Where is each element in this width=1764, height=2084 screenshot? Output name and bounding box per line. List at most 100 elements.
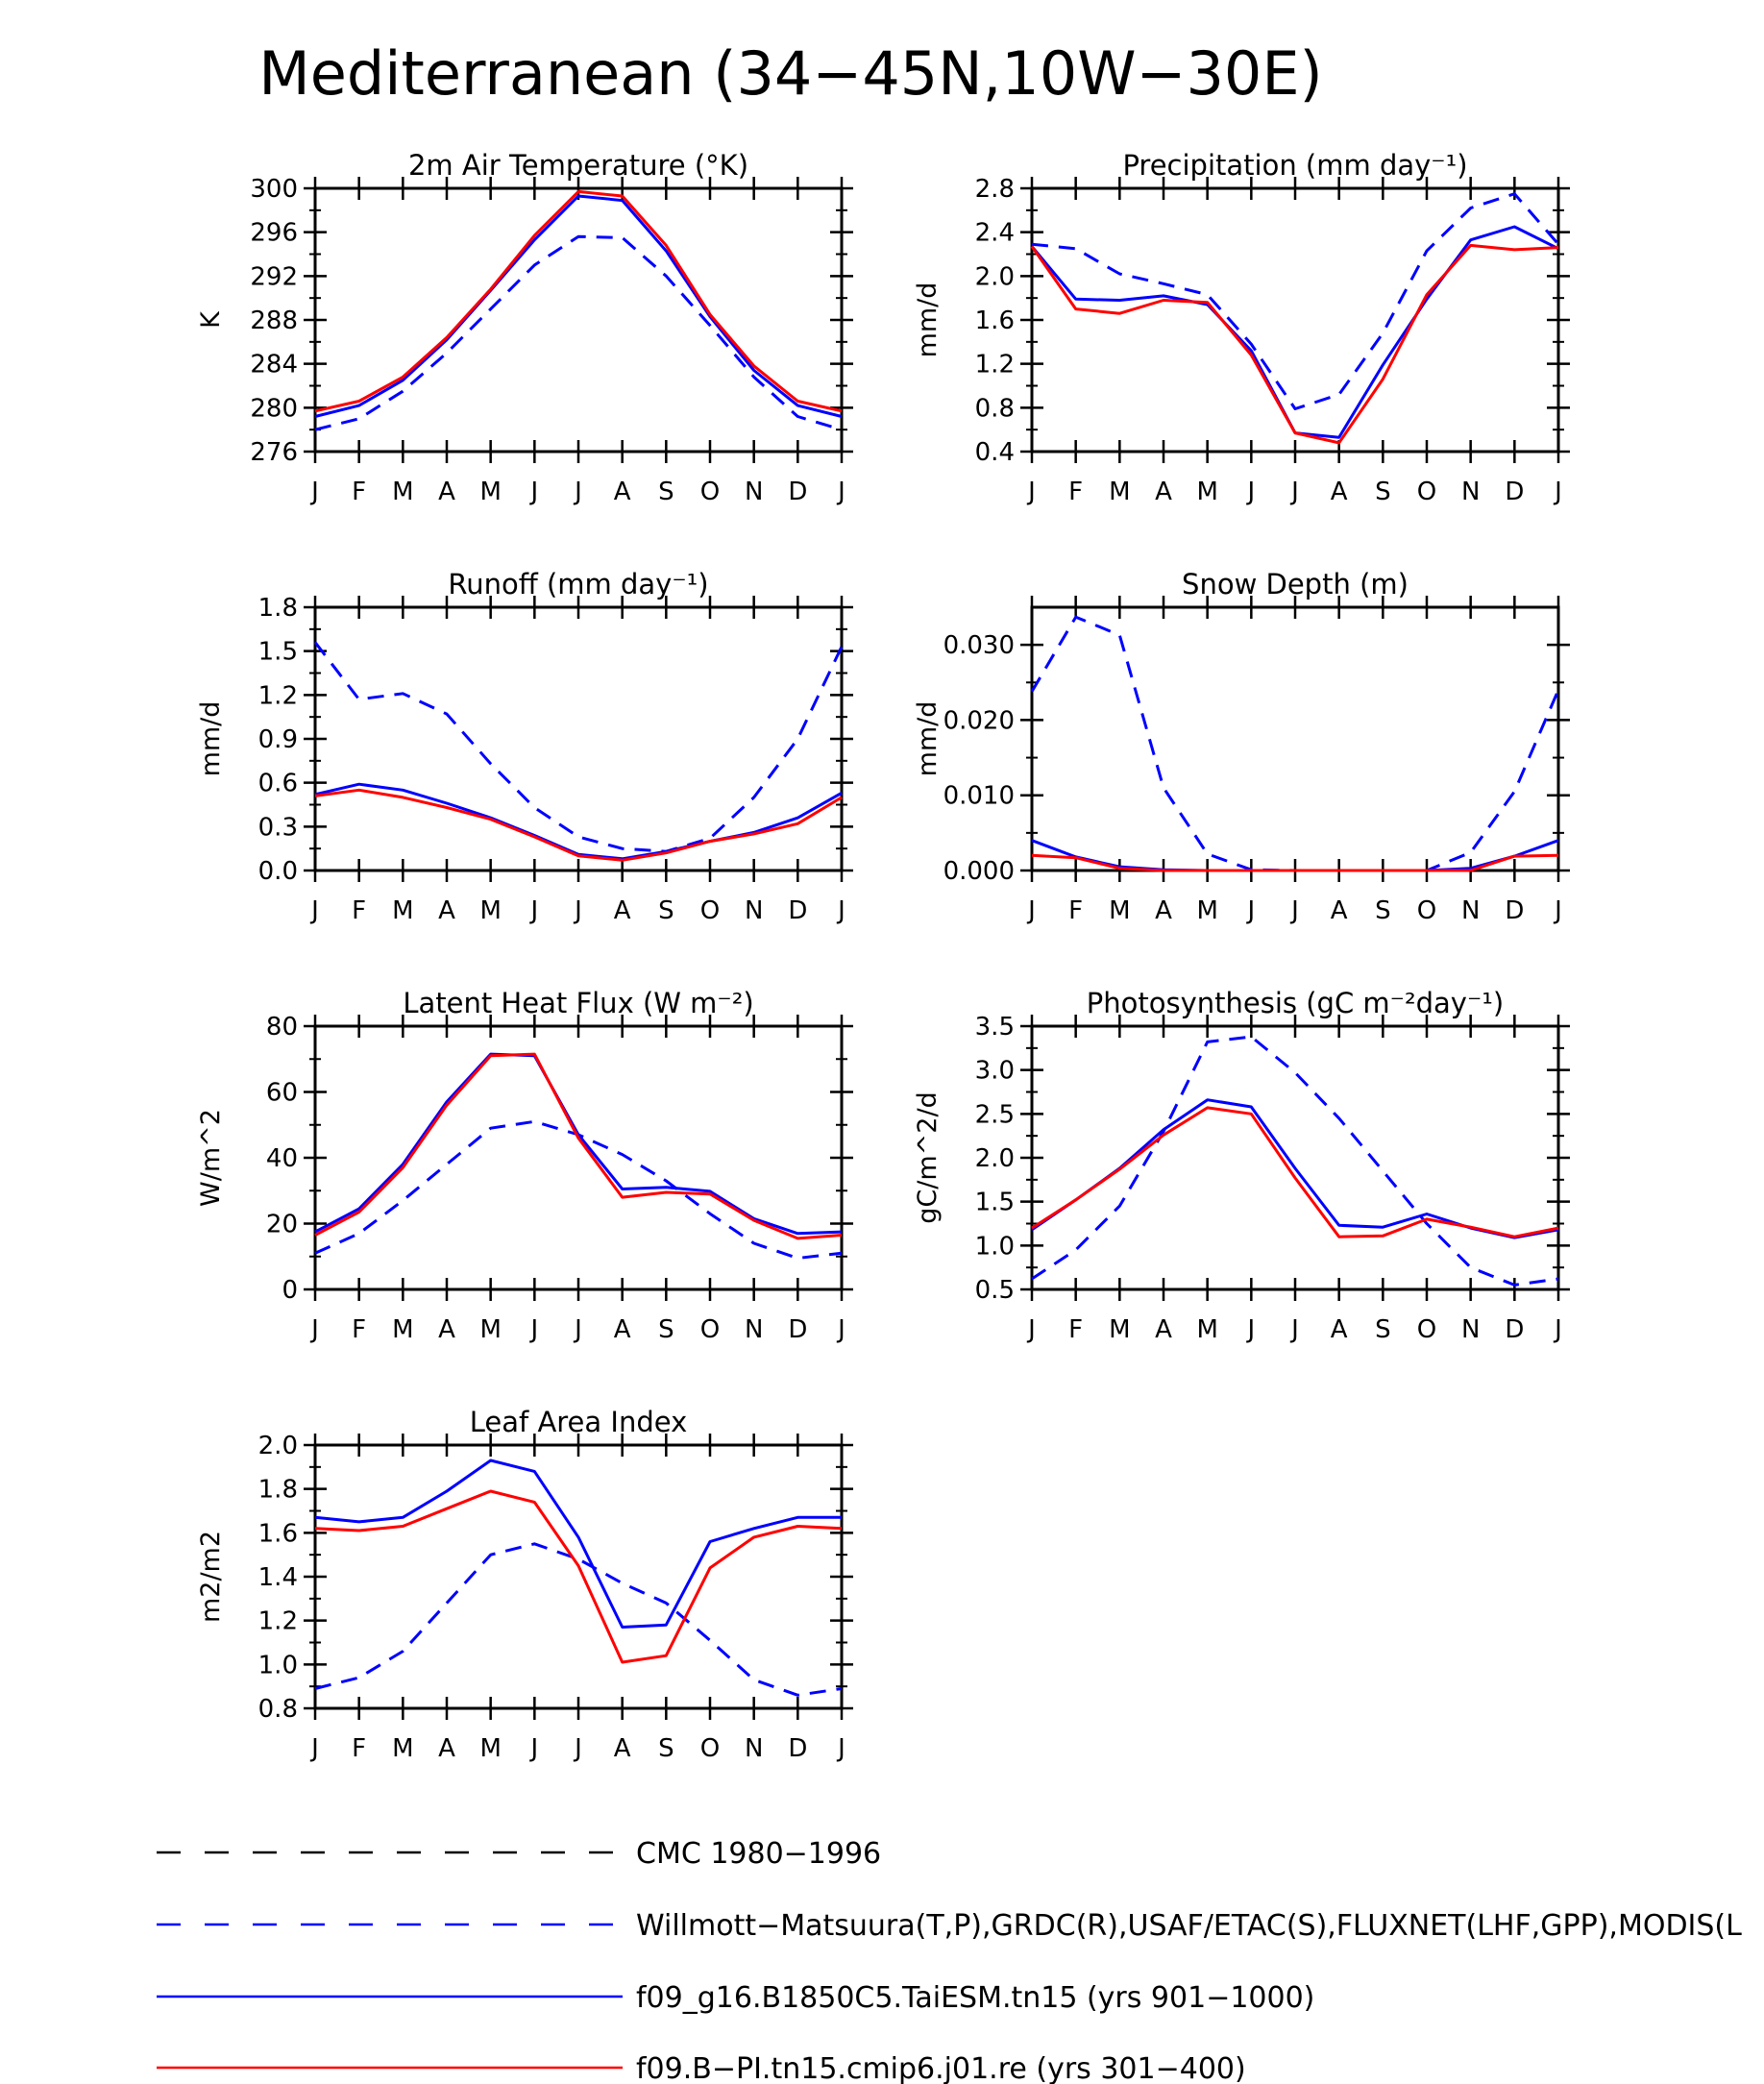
series-line-0 (314, 234, 843, 431)
x-tick-label: D (788, 1734, 807, 1763)
panel-1: Precipitation (mm day⁻¹) 0.4 0.8 1.2 1.6 2.0 2… (913, 149, 1570, 506)
series-line-1 (314, 194, 843, 418)
x-tick-label: N (1461, 478, 1480, 506)
series-line-1 (314, 1459, 842, 1629)
legend-label-2: f09_g16.B1850C5.TaiESM.tn15 (yrs 901−100… (636, 1981, 1314, 2015)
plot-frame (1030, 186, 1560, 454)
y-tick-label: 40 (266, 1144, 298, 1173)
plot-frame (313, 1024, 844, 1291)
legend-label-1: Willmott−Matsuura(T,P),GRDC(R),USAF/ETAC… (636, 1909, 1742, 1943)
y-axis-label: mm/d (913, 701, 943, 777)
y-tick-label: 0.6 (258, 770, 298, 798)
x-tick-label: F (352, 1734, 366, 1763)
x-tick-label: J (1026, 1315, 1036, 1344)
x-tick-label: O (1417, 896, 1436, 925)
series-line-2 (1031, 1106, 1559, 1238)
x-tick-label: S (1375, 478, 1391, 506)
x-tick-label: J (1553, 896, 1562, 925)
x-tick-label: A (1155, 478, 1172, 506)
x-tick-label: J (1245, 1315, 1255, 1344)
y-tick-label: 1.5 (975, 1189, 1015, 1217)
x-tick-label: M (479, 1734, 501, 1763)
y-tick-label: 0 (282, 1276, 298, 1305)
y-tick-label: 276 (250, 438, 298, 467)
y-tick-label: 1.8 (258, 594, 298, 623)
panel-title: Runoff (mm day⁻¹) (448, 568, 708, 601)
x-tick-label: J (309, 1734, 319, 1763)
x-tick-label: F (352, 896, 366, 925)
y-tick-label: 1.8 (258, 1476, 298, 1505)
x-tick-label: J (309, 478, 319, 506)
x-tick-label: J (309, 896, 319, 925)
series-line-2 (314, 1052, 843, 1240)
y-tick-label: 2.0 (975, 1144, 1015, 1173)
x-tick-label: M (392, 896, 413, 925)
y-tick-label: 0.020 (943, 706, 1015, 735)
series-line-0 (1031, 1035, 1559, 1287)
x-tick-label: D (1505, 478, 1524, 506)
x-tick-label: J (309, 1315, 319, 1344)
x-tick-label: D (788, 1315, 807, 1344)
x-tick-label: A (614, 1734, 631, 1763)
y-tick-label: 3.0 (975, 1057, 1015, 1086)
x-tick-label: J (573, 1315, 582, 1344)
x-tick-label: J (1289, 896, 1299, 925)
y-tick-label: 2.5 (975, 1100, 1015, 1129)
x-tick-label: M (392, 1315, 413, 1344)
x-tick-label: J (1245, 896, 1255, 925)
x-tick-label: A (1155, 1315, 1172, 1344)
x-tick-label: J (1553, 478, 1562, 506)
y-tick-label: 0.8 (258, 1695, 298, 1724)
y-tick-label: 0.5 (975, 1276, 1015, 1305)
y-axis-label: mm/d (913, 282, 943, 358)
x-tick-label: D (1505, 896, 1524, 925)
legend-label-0: CMC 1980−1996 (636, 1837, 881, 1871)
x-tick-label: N (1461, 896, 1480, 925)
y-axis-label: gC/m^2/d (913, 1091, 943, 1223)
x-tick-label: J (573, 478, 582, 506)
series-line-0 (314, 1119, 843, 1260)
y-tick-label: 80 (266, 1013, 298, 1042)
panel-title: Snow Depth (m) (1182, 568, 1409, 601)
y-tick-label: 2.0 (258, 1432, 298, 1460)
panel-5: Photosynthesis (gC m⁻²day⁻¹) 0.5 1.0 1.5 2.0… (913, 987, 1570, 1344)
y-tick-label: 300 (250, 175, 298, 204)
x-tick-label: J (1026, 896, 1036, 925)
y-tick-label: 2.0 (975, 262, 1015, 291)
x-tick-label: A (1331, 478, 1348, 506)
x-tick-label: N (745, 478, 763, 506)
x-tick-label: O (700, 1734, 720, 1763)
y-tick-label: 1.6 (258, 1519, 298, 1548)
y-tick-label: 1.4 (258, 1563, 298, 1592)
x-tick-label: J (573, 1734, 582, 1763)
x-tick-label: M (1196, 478, 1217, 506)
x-tick-label: A (1331, 1315, 1348, 1344)
x-tick-label: D (788, 478, 807, 506)
y-tick-label: 0.010 (943, 782, 1015, 811)
series-line-1 (1031, 1098, 1559, 1239)
y-tick-label: 0.9 (258, 725, 298, 754)
series-line-0 (1030, 615, 1560, 872)
y-tick-label: 296 (250, 219, 298, 248)
panel-0: 2m Air Temperature (°K) 276 280 284 288 292 29… (196, 149, 853, 506)
y-tick-label: 3.5 (975, 1013, 1015, 1042)
panel-title: Latent Heat Flux (W m⁻²) (403, 987, 753, 1019)
y-tick-label: 1.0 (258, 1651, 298, 1679)
x-tick-label: O (1417, 1315, 1436, 1344)
x-tick-label: J (528, 478, 538, 506)
x-tick-label: F (1068, 896, 1083, 925)
x-tick-label: O (1417, 478, 1436, 506)
x-tick-label: A (614, 896, 631, 925)
x-tick-label: J (573, 896, 582, 925)
y-tick-label: 2.8 (975, 175, 1015, 204)
x-tick-label: S (658, 1734, 674, 1763)
x-tick-label: S (658, 1315, 674, 1344)
y-tick-label: 288 (250, 306, 298, 335)
y-tick-label: 1.0 (975, 1232, 1015, 1261)
x-tick-label: F (1068, 1315, 1083, 1344)
x-tick-label: A (438, 896, 455, 925)
x-tick-label: M (392, 478, 413, 506)
y-axis-label: K (196, 310, 226, 329)
series-line-0 (314, 1542, 843, 1697)
plot-frame (313, 186, 844, 454)
